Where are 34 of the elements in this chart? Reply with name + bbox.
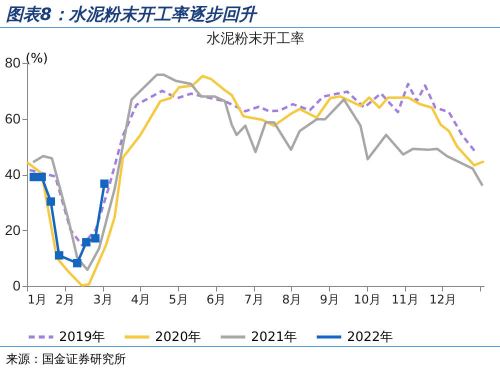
x-tick-label: 10月 (354, 292, 382, 306)
x-tick-label: 2月 (55, 292, 76, 306)
y-tick-label: 60 (4, 110, 21, 126)
point (54, 251, 64, 260)
x-tick-label: 11月 (392, 292, 419, 306)
y-axis-title: (%) (26, 52, 48, 66)
x-tick-label: 3月 (93, 292, 113, 306)
legend-label: 2021年 (251, 330, 298, 345)
line-series (28, 82, 478, 247)
y-tick-label: 80 (4, 54, 21, 70)
y-tick-label: 0 (12, 278, 21, 294)
x-tick-label: 1月 (28, 292, 48, 306)
x-tick-label: 4月 (130, 292, 151, 306)
point (73, 258, 82, 268)
point (46, 197, 55, 206)
x-tick-label: 6月 (206, 292, 226, 306)
x-tick-label: 5月 (168, 292, 188, 306)
point (82, 238, 90, 246)
x-tick-label: 7月 (244, 292, 264, 306)
y-tick-label: 40 (4, 166, 21, 182)
legend-label: 2022年 (347, 330, 394, 345)
x-tick-label: 9月 (320, 292, 340, 306)
y-tick-label: 20 (4, 222, 21, 238)
legend-label: 2019年 (59, 330, 106, 345)
chart-subtitle: 水泥粉末开工率 (206, 31, 304, 47)
point (30, 172, 38, 182)
point (38, 172, 46, 182)
point (91, 234, 100, 243)
chart-title: 图表8：水泥粉末开工率逐步回升 (0, 0, 500, 28)
point (100, 180, 109, 188)
x-tick-label: 12月 (429, 292, 457, 306)
source-note: 来源：国金证券研究所 (0, 346, 500, 368)
legend-label: 2020年 (155, 330, 202, 345)
x-tick-label: 8月 (282, 292, 302, 306)
